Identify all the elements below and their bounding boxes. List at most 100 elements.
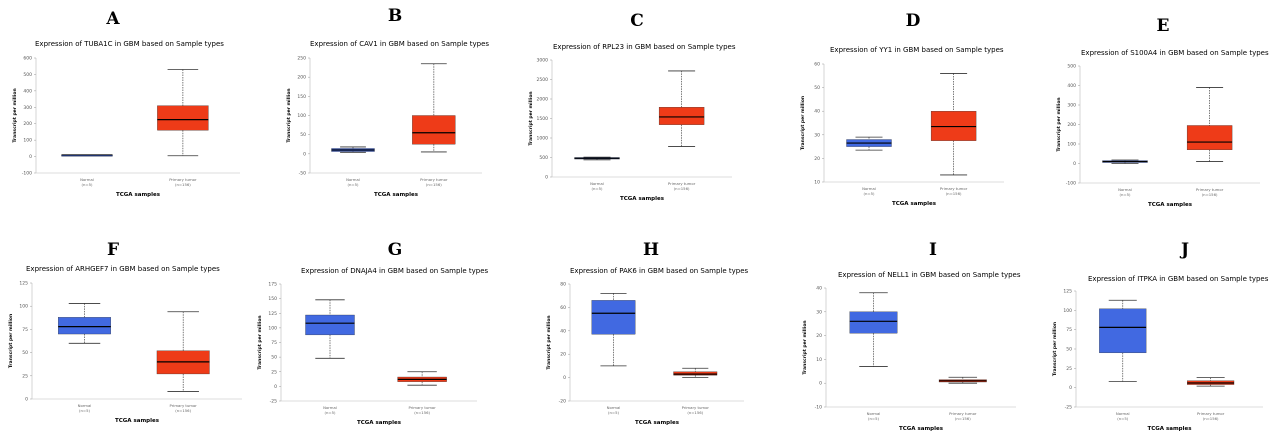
sample-count-label: (n=156): [175, 182, 191, 187]
category-label: Normal: [323, 405, 337, 410]
y-tick-label: 500: [539, 155, 548, 161]
panel-g: G Expression of DNAJA4 in GBM based on Sa…: [257, 240, 489, 426]
panel-letter: G: [388, 240, 403, 260]
y-tick-label: 100: [297, 113, 306, 119]
sample-count-label: (n=156): [1203, 416, 1219, 421]
y-tick-label: 10: [814, 180, 820, 186]
category-label: Normal: [867, 411, 881, 416]
y-tick-label: 50: [1066, 347, 1072, 353]
sample-count-label: (n=5): [608, 410, 619, 415]
category-label: Primary tumor: [1196, 187, 1224, 192]
y-tick-label: 75: [22, 327, 28, 333]
panel-letter: A: [105, 9, 120, 29]
y-tick-label: 50: [814, 85, 820, 91]
chart-title: Expression of PAK6 in GBM based on Sampl…: [570, 267, 749, 275]
y-tick-label: 100: [268, 325, 277, 331]
panel-letter: E: [1157, 16, 1170, 36]
y-tick-label: 175: [268, 282, 277, 288]
sample-count-label: (n=5): [82, 182, 93, 187]
y-tick-label: 100: [1067, 142, 1076, 148]
sample-count-label: (n=156): [426, 182, 442, 187]
y-axis-label: Transcript per million: [257, 315, 263, 369]
y-tick-label: 30: [814, 132, 820, 138]
sample-count-label: (n=5): [864, 191, 875, 196]
y-tick-label: 20: [814, 156, 820, 162]
normal-boxplot: Normal(n=5): [846, 136, 892, 196]
sample-count-label: (n=5): [1117, 416, 1128, 421]
panel-h: H Expression of PAK6 in GBM based on Samp…: [546, 240, 749, 426]
normal-boxplot: Normal(n=5): [61, 154, 113, 187]
y-tick-label: 0: [303, 151, 306, 157]
y-tick-label: 60: [560, 305, 566, 311]
x-axis-label: TCGA samples: [892, 201, 937, 207]
sample-count-label: (n=5): [348, 182, 359, 187]
iqr-box: [1099, 308, 1147, 354]
chart-title: Expression of ITPKA in GBM based on Samp…: [1088, 275, 1269, 283]
category-label: Normal: [590, 181, 604, 186]
normal-boxplot: Normal(n=5): [331, 146, 375, 187]
y-axis-label: Transcript per million: [546, 315, 552, 369]
sample-count-label: (n=156): [1202, 192, 1218, 197]
x-axis-label: TCGA samples: [1148, 202, 1193, 208]
y-tick-label: 30: [816, 309, 822, 315]
chart-title: Expression of TUBA1C in GBM based on Sam…: [35, 40, 224, 48]
y-tick-label: 400: [1067, 83, 1076, 89]
y-tick-label: 250: [297, 56, 306, 62]
x-axis-label: TCGA samples: [374, 192, 419, 198]
category-label: Primary tumor: [170, 403, 198, 408]
chart-title: Expression of DNAJA4 in GBM based on Sam…: [301, 267, 489, 275]
category-label: Normal: [607, 405, 621, 410]
y-tick-label: 2000: [537, 97, 549, 103]
category-label: Normal: [346, 177, 360, 182]
y-axis-label: Transcript per million: [1052, 322, 1058, 376]
y-tick-label: 0: [819, 381, 822, 387]
y-tick-label: -25: [270, 399, 277, 405]
x-axis-label: TCGA samples: [116, 192, 161, 198]
panel-d: D Expression of YY1 in GBM based on Sampl…: [800, 11, 1004, 207]
y-tick-label: -20: [559, 399, 566, 405]
y-tick-label: 25: [271, 369, 277, 375]
category-label: Normal: [80, 177, 94, 182]
tumor-boxplot: Primary tumor(n=156): [1187, 377, 1235, 421]
x-axis-label: TCGA samples: [1147, 426, 1192, 432]
sample-count-label: (n=5): [79, 408, 90, 413]
category-label: Primary tumor: [949, 411, 977, 416]
sample-count-label: (n=156): [955, 416, 971, 421]
y-tick-label: 100: [19, 304, 28, 310]
y-axis-label: Transcript per million: [286, 88, 292, 142]
tumor-boxplot: Primary tumor(n=156): [157, 69, 209, 187]
x-axis-label: TCGA samples: [357, 420, 402, 426]
x-axis-label: TCGA samples: [635, 420, 680, 426]
category-label: Primary tumor: [668, 181, 696, 186]
chart-title: Expression of CAV1 in GBM based on Sampl…: [310, 40, 489, 48]
y-tick-label: 10: [816, 357, 822, 363]
panel-i: I Expression of NELL1 in GBM based on Sam…: [802, 240, 1021, 432]
chart-title: Expression of RPL23 in GBM based on Samp…: [553, 43, 736, 51]
category-label: Normal: [862, 186, 876, 191]
x-axis-label: TCGA samples: [620, 196, 665, 202]
panel-a: A Expression of TUBA1C in GBM based on Sa…: [12, 9, 240, 198]
y-tick-label: 80: [560, 282, 566, 288]
sample-count-label: (n=156): [946, 191, 962, 196]
sample-count-label: (n=5): [868, 416, 879, 421]
panel-e: E Expression of S100A4 in GBM based on Sa…: [1056, 16, 1269, 208]
tumor-boxplot: Primary tumor(n=156): [938, 376, 987, 421]
y-tick-label: 75: [1066, 327, 1072, 333]
y-tick-label: 0: [1073, 161, 1076, 167]
iqr-box: [412, 115, 456, 145]
y-tick-label: 3000: [537, 58, 549, 64]
panel-c: C Expression of RPL23 in GBM based on Sam…: [528, 11, 736, 202]
y-tick-label: 50: [300, 132, 306, 138]
y-tick-label: -25: [1065, 405, 1072, 411]
tumor-boxplot: Primary tumor(n=156): [1186, 87, 1233, 197]
tumor-boxplot: Primary tumor(n=156): [412, 63, 456, 187]
panel-letter: J: [1179, 240, 1189, 260]
x-axis-label: TCGA samples: [115, 418, 160, 424]
category-label: Primary tumor: [408, 405, 436, 410]
category-label: Primary tumor: [940, 186, 968, 191]
iqr-box: [658, 107, 705, 125]
y-tick-label: 50: [22, 350, 28, 356]
y-tick-label: 0: [563, 375, 566, 381]
x-axis-label: TCGA samples: [899, 426, 944, 432]
